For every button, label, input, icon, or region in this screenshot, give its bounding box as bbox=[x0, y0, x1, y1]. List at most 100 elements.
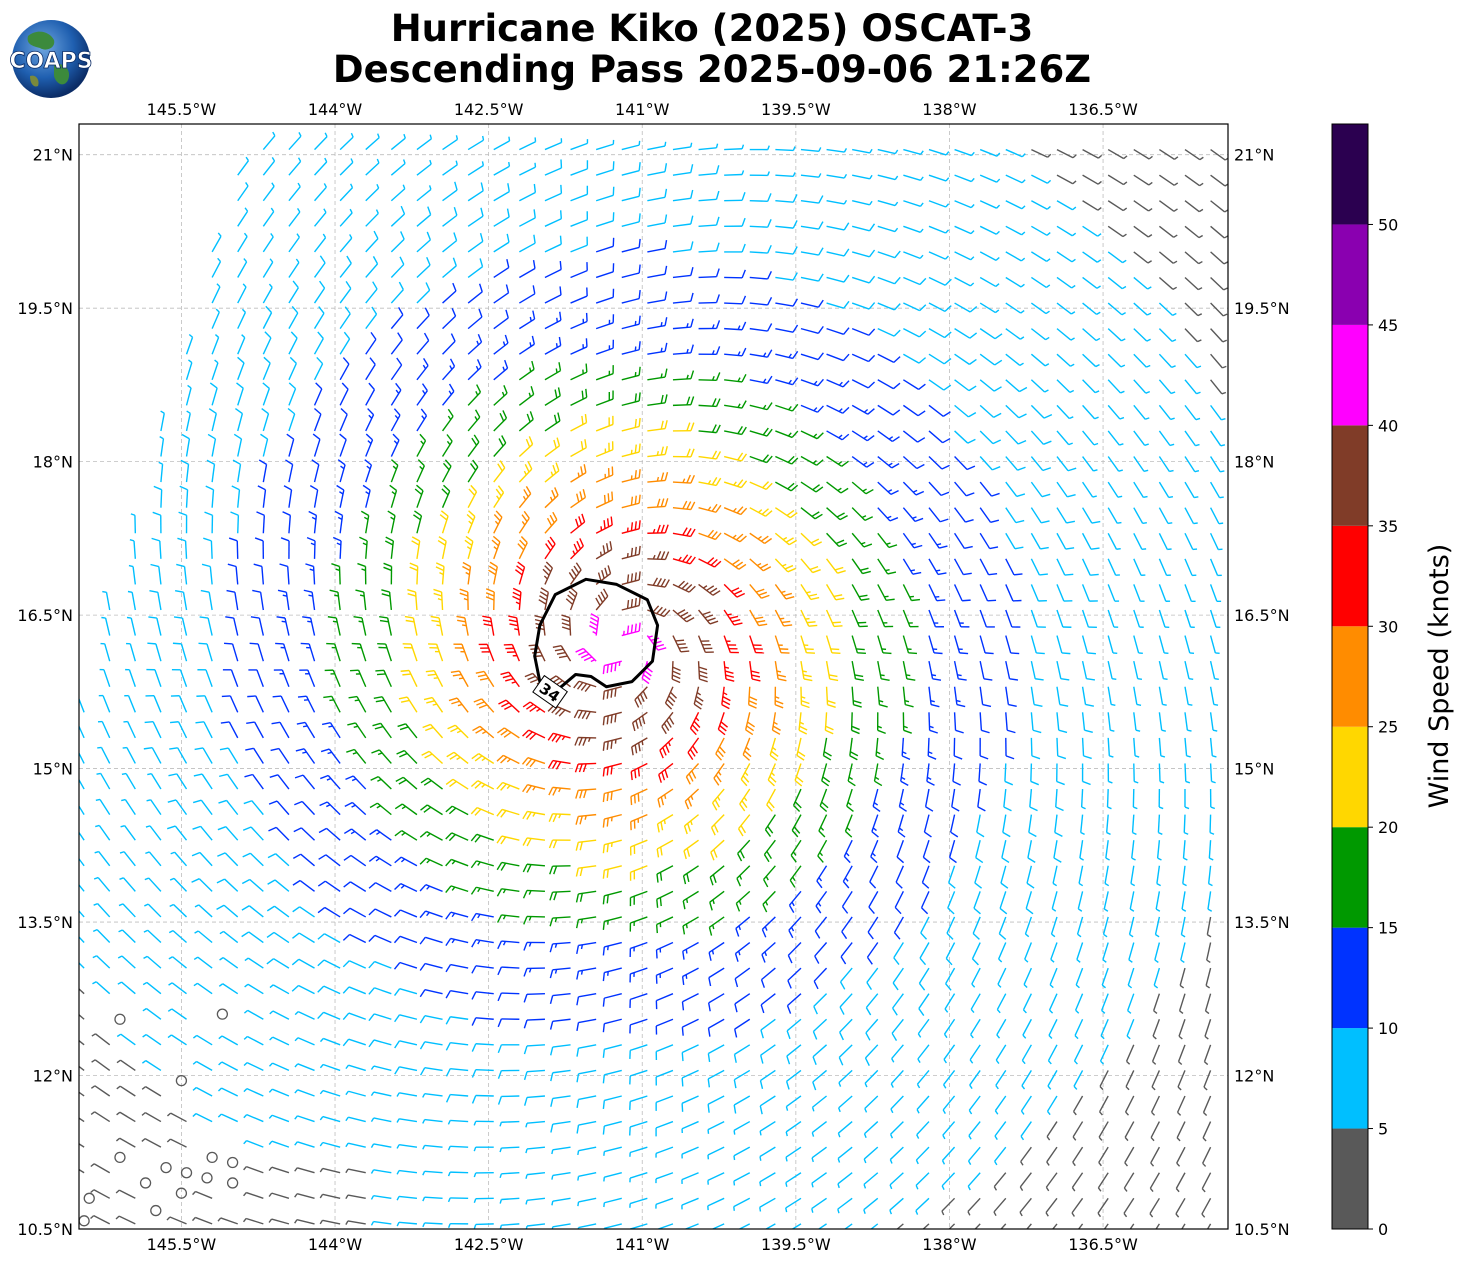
wind-barb bbox=[800, 481, 824, 493]
wind-barb bbox=[749, 171, 770, 177]
wind-barb bbox=[647, 368, 668, 381]
wind-barb bbox=[1101, 967, 1109, 989]
wind-barb bbox=[1128, 942, 1135, 963]
wind-barb bbox=[902, 430, 926, 443]
wind-barb bbox=[368, 855, 392, 867]
wind-barb bbox=[1097, 1197, 1109, 1218]
wind-barb bbox=[1072, 1121, 1084, 1141]
wind-barb bbox=[969, 1044, 981, 1064]
wind-barb bbox=[684, 788, 700, 810]
wind-barb bbox=[573, 709, 597, 720]
wind-barb bbox=[192, 1034, 213, 1046]
wind-barb bbox=[698, 557, 722, 568]
wind-barb bbox=[877, 327, 901, 337]
wind-barb bbox=[1082, 379, 1100, 394]
wind-barb bbox=[268, 1166, 290, 1174]
wind-barb bbox=[824, 712, 834, 735]
wind-barb bbox=[723, 506, 748, 516]
wind-barb bbox=[602, 967, 622, 982]
wind-barb bbox=[1103, 891, 1109, 912]
wind-barb bbox=[785, 1069, 802, 1090]
wind-barb bbox=[497, 940, 520, 950]
wind-barb-field bbox=[79, 131, 1228, 1229]
wind-barb bbox=[736, 865, 751, 887]
wind-barb bbox=[518, 310, 536, 330]
wind-barb bbox=[491, 535, 501, 560]
wind-barb bbox=[971, 967, 981, 988]
wind-barb bbox=[549, 992, 571, 1004]
wind-barb bbox=[396, 1169, 418, 1175]
wind-barb bbox=[79, 1168, 85, 1174]
wind-barb bbox=[370, 1065, 392, 1072]
wind-barb bbox=[1184, 737, 1191, 758]
wind-barb bbox=[979, 328, 1003, 340]
wind-barb bbox=[390, 408, 401, 432]
wind-barb bbox=[631, 711, 648, 732]
wind-barb bbox=[470, 780, 495, 790]
wind-barb bbox=[800, 173, 822, 178]
wind-barb bbox=[493, 208, 510, 227]
wind-barb bbox=[713, 763, 725, 786]
wind-barb bbox=[1005, 251, 1026, 262]
lat-tick-label-left: 12°N bbox=[33, 1067, 73, 1086]
colorbar-bin bbox=[1332, 726, 1368, 828]
wind-barb bbox=[576, 1044, 597, 1057]
wind-barb bbox=[522, 701, 546, 713]
wind-barb bbox=[395, 776, 418, 790]
wind-barb bbox=[441, 459, 452, 483]
wind-barb bbox=[218, 983, 239, 995]
wind-barb bbox=[621, 187, 641, 202]
map-frame bbox=[78, 123, 1229, 1230]
wind-barb bbox=[621, 545, 641, 560]
wind-barb bbox=[902, 686, 914, 708]
wind-barb bbox=[570, 236, 588, 253]
wind-barb bbox=[1133, 507, 1147, 525]
wind-barb bbox=[294, 1010, 315, 1020]
wind-barb bbox=[1098, 1121, 1109, 1141]
wind-barb bbox=[740, 763, 751, 787]
wind-barb bbox=[471, 1017, 494, 1026]
wind-barb bbox=[343, 881, 367, 892]
wind-barb bbox=[577, 1197, 597, 1207]
wind-barb bbox=[707, 1172, 725, 1185]
wind-barb bbox=[416, 433, 427, 457]
wind-barb bbox=[1078, 865, 1084, 887]
wind-barb bbox=[1048, 1018, 1058, 1039]
wind-barb bbox=[826, 481, 849, 494]
wind-barb bbox=[268, 800, 290, 816]
wind-barb bbox=[445, 858, 469, 867]
colorbar-bin bbox=[1332, 927, 1368, 1029]
wind-barb bbox=[672, 142, 693, 151]
wind-barb bbox=[574, 762, 597, 773]
colorbar-bin bbox=[1332, 324, 1368, 426]
wind-barb bbox=[191, 851, 213, 867]
wind-barb bbox=[1133, 404, 1150, 420]
wind-barb bbox=[656, 839, 674, 858]
wind-barb bbox=[672, 422, 695, 432]
wind-barb bbox=[775, 146, 796, 152]
wind-barb bbox=[928, 379, 952, 391]
wind-barb bbox=[390, 231, 405, 253]
wind-barb bbox=[658, 762, 674, 783]
wind-barb bbox=[218, 1035, 239, 1046]
wind-barb bbox=[1133, 174, 1153, 186]
wind-barb bbox=[1107, 379, 1125, 394]
lon-tick-label-bottom: 144°W bbox=[308, 1235, 363, 1254]
wind-barb bbox=[317, 1011, 341, 1020]
wind-barb bbox=[1050, 916, 1058, 938]
wind-barb bbox=[292, 853, 315, 867]
wind-barb bbox=[952, 763, 961, 786]
wind-barb bbox=[975, 840, 984, 864]
wind-barb bbox=[826, 199, 848, 205]
wind-barb bbox=[237, 182, 249, 202]
wind-barb bbox=[800, 378, 824, 387]
calm-wind-circle bbox=[206, 1151, 218, 1164]
wind-barb bbox=[318, 854, 341, 867]
wind-barb bbox=[977, 788, 986, 812]
wind-barb bbox=[339, 255, 352, 278]
lat-tick-label-left: 10.5°N bbox=[17, 1220, 73, 1239]
wind-barb bbox=[79, 1013, 85, 1020]
wind-barb bbox=[775, 272, 798, 281]
wind-barb bbox=[1207, 865, 1213, 887]
wind-barb bbox=[917, 1044, 930, 1064]
